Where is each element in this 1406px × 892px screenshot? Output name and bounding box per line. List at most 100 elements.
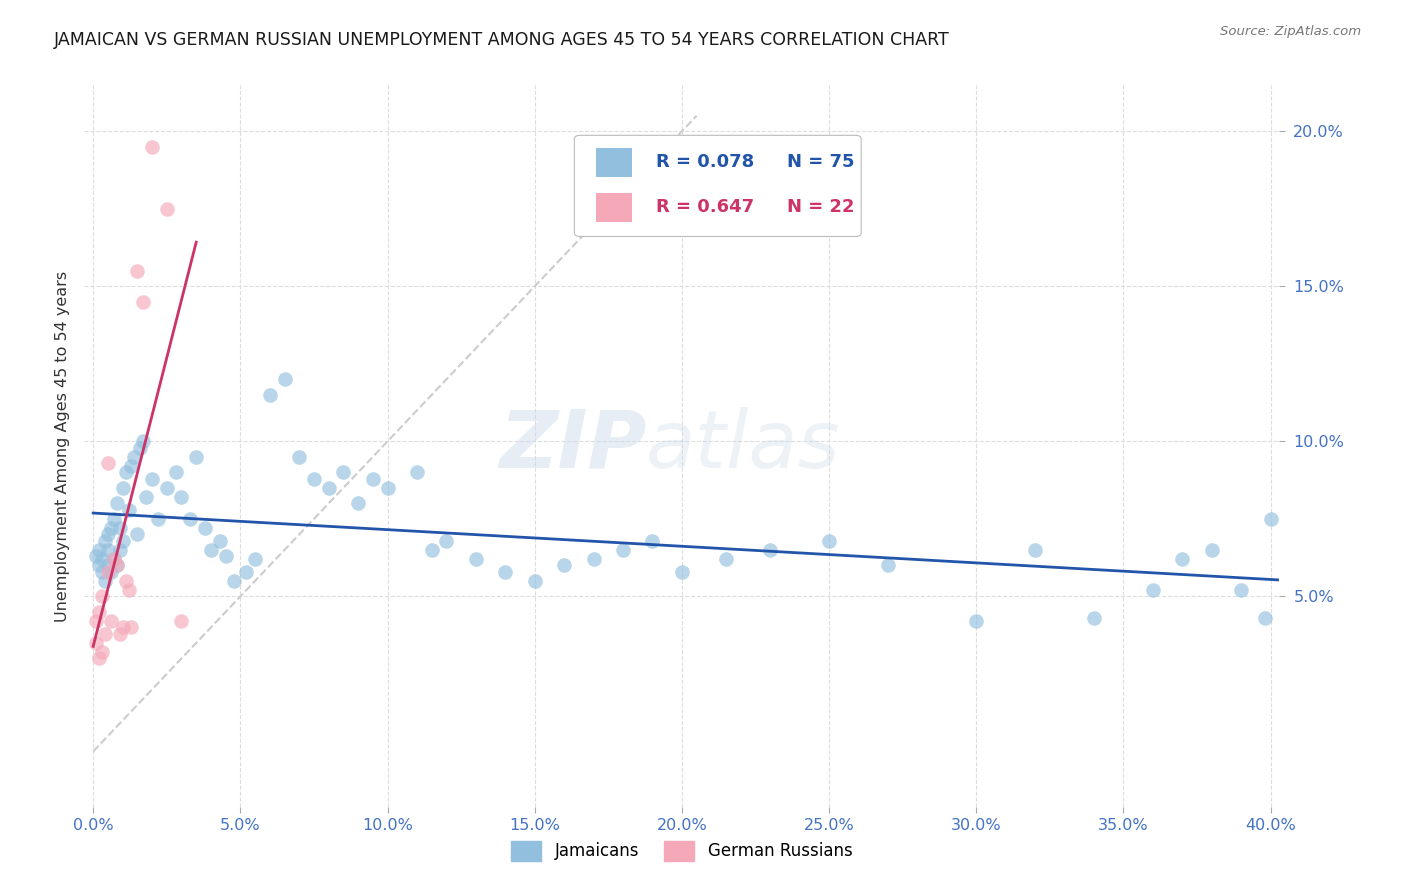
Point xyxy=(436,533,458,548)
Point xyxy=(91,565,114,579)
Point xyxy=(117,583,139,598)
Point xyxy=(111,533,134,548)
Point xyxy=(208,533,231,548)
Point xyxy=(612,542,634,557)
Point xyxy=(94,574,117,588)
Point xyxy=(186,450,208,464)
Point xyxy=(103,552,125,566)
Point xyxy=(582,552,605,566)
Point xyxy=(235,565,257,579)
Point xyxy=(1260,512,1282,526)
Point xyxy=(165,466,187,480)
Point xyxy=(1142,583,1164,598)
Point xyxy=(100,521,122,535)
Point xyxy=(87,651,110,665)
Point xyxy=(156,202,179,216)
Point xyxy=(120,620,142,634)
Point xyxy=(146,512,169,526)
FancyBboxPatch shape xyxy=(596,148,631,177)
Text: ZIP: ZIP xyxy=(499,407,647,485)
Point xyxy=(111,481,134,495)
Point xyxy=(84,614,107,628)
Point xyxy=(420,542,443,557)
Point xyxy=(288,450,311,464)
Point xyxy=(406,466,429,480)
Point xyxy=(347,496,370,510)
Point xyxy=(108,542,131,557)
Point xyxy=(714,552,737,566)
Point xyxy=(259,388,281,402)
Point xyxy=(97,542,120,557)
Point xyxy=(105,558,128,573)
Point xyxy=(129,441,152,455)
Point xyxy=(114,466,136,480)
Point xyxy=(141,140,163,154)
Point xyxy=(877,558,900,573)
Point xyxy=(84,636,107,650)
Point xyxy=(553,558,575,573)
Y-axis label: Unemployment Among Ages 45 to 54 years: Unemployment Among Ages 45 to 54 years xyxy=(55,270,70,622)
Point xyxy=(103,552,125,566)
Point xyxy=(132,434,155,449)
Point xyxy=(127,527,149,541)
Point xyxy=(91,590,114,604)
Point xyxy=(100,614,122,628)
Point xyxy=(97,456,120,470)
Point xyxy=(127,264,149,278)
Point xyxy=(105,558,128,573)
Point xyxy=(103,512,125,526)
Point xyxy=(464,552,486,566)
Point xyxy=(105,496,128,510)
Point xyxy=(114,574,136,588)
Point xyxy=(759,542,782,557)
Point xyxy=(124,450,146,464)
FancyBboxPatch shape xyxy=(596,194,631,221)
Point xyxy=(97,527,120,541)
Point xyxy=(1201,542,1223,557)
Point xyxy=(87,542,110,557)
Point xyxy=(94,533,117,548)
Point xyxy=(91,552,114,566)
Point xyxy=(179,512,201,526)
Point xyxy=(87,558,110,573)
Point xyxy=(117,502,139,516)
Point xyxy=(818,533,841,548)
Text: atlas: atlas xyxy=(647,407,841,485)
Point xyxy=(100,565,122,579)
Point xyxy=(302,472,325,486)
Point xyxy=(97,558,120,573)
Point xyxy=(132,294,155,309)
Text: N = 22: N = 22 xyxy=(787,199,855,217)
Point xyxy=(494,565,516,579)
Point xyxy=(361,472,384,486)
Point xyxy=(332,466,354,480)
Point xyxy=(91,645,114,659)
Point xyxy=(170,490,193,504)
Point xyxy=(135,490,157,504)
Point xyxy=(1171,552,1194,566)
Point xyxy=(194,521,217,535)
Point xyxy=(671,565,693,579)
Point xyxy=(641,533,664,548)
Point xyxy=(108,626,131,640)
Point xyxy=(1024,542,1046,557)
Point xyxy=(94,626,117,640)
Point xyxy=(1254,611,1277,625)
Text: R = 0.647: R = 0.647 xyxy=(655,199,754,217)
Point xyxy=(84,549,107,563)
Legend: Jamaicans, German Russians: Jamaicans, German Russians xyxy=(505,834,859,868)
Text: Source: ZipAtlas.com: Source: ZipAtlas.com xyxy=(1220,25,1361,38)
Point xyxy=(156,481,179,495)
Point xyxy=(243,552,266,566)
Text: N = 75: N = 75 xyxy=(787,153,855,171)
Point xyxy=(120,459,142,474)
Point xyxy=(318,481,340,495)
FancyBboxPatch shape xyxy=(575,136,862,236)
Point xyxy=(1230,583,1253,598)
Point xyxy=(170,614,193,628)
Point xyxy=(224,574,246,588)
Point xyxy=(87,605,110,619)
Text: JAMAICAN VS GERMAN RUSSIAN UNEMPLOYMENT AMONG AGES 45 TO 54 YEARS CORRELATION CH: JAMAICAN VS GERMAN RUSSIAN UNEMPLOYMENT … xyxy=(53,31,949,49)
Point xyxy=(141,472,163,486)
Point xyxy=(965,614,987,628)
